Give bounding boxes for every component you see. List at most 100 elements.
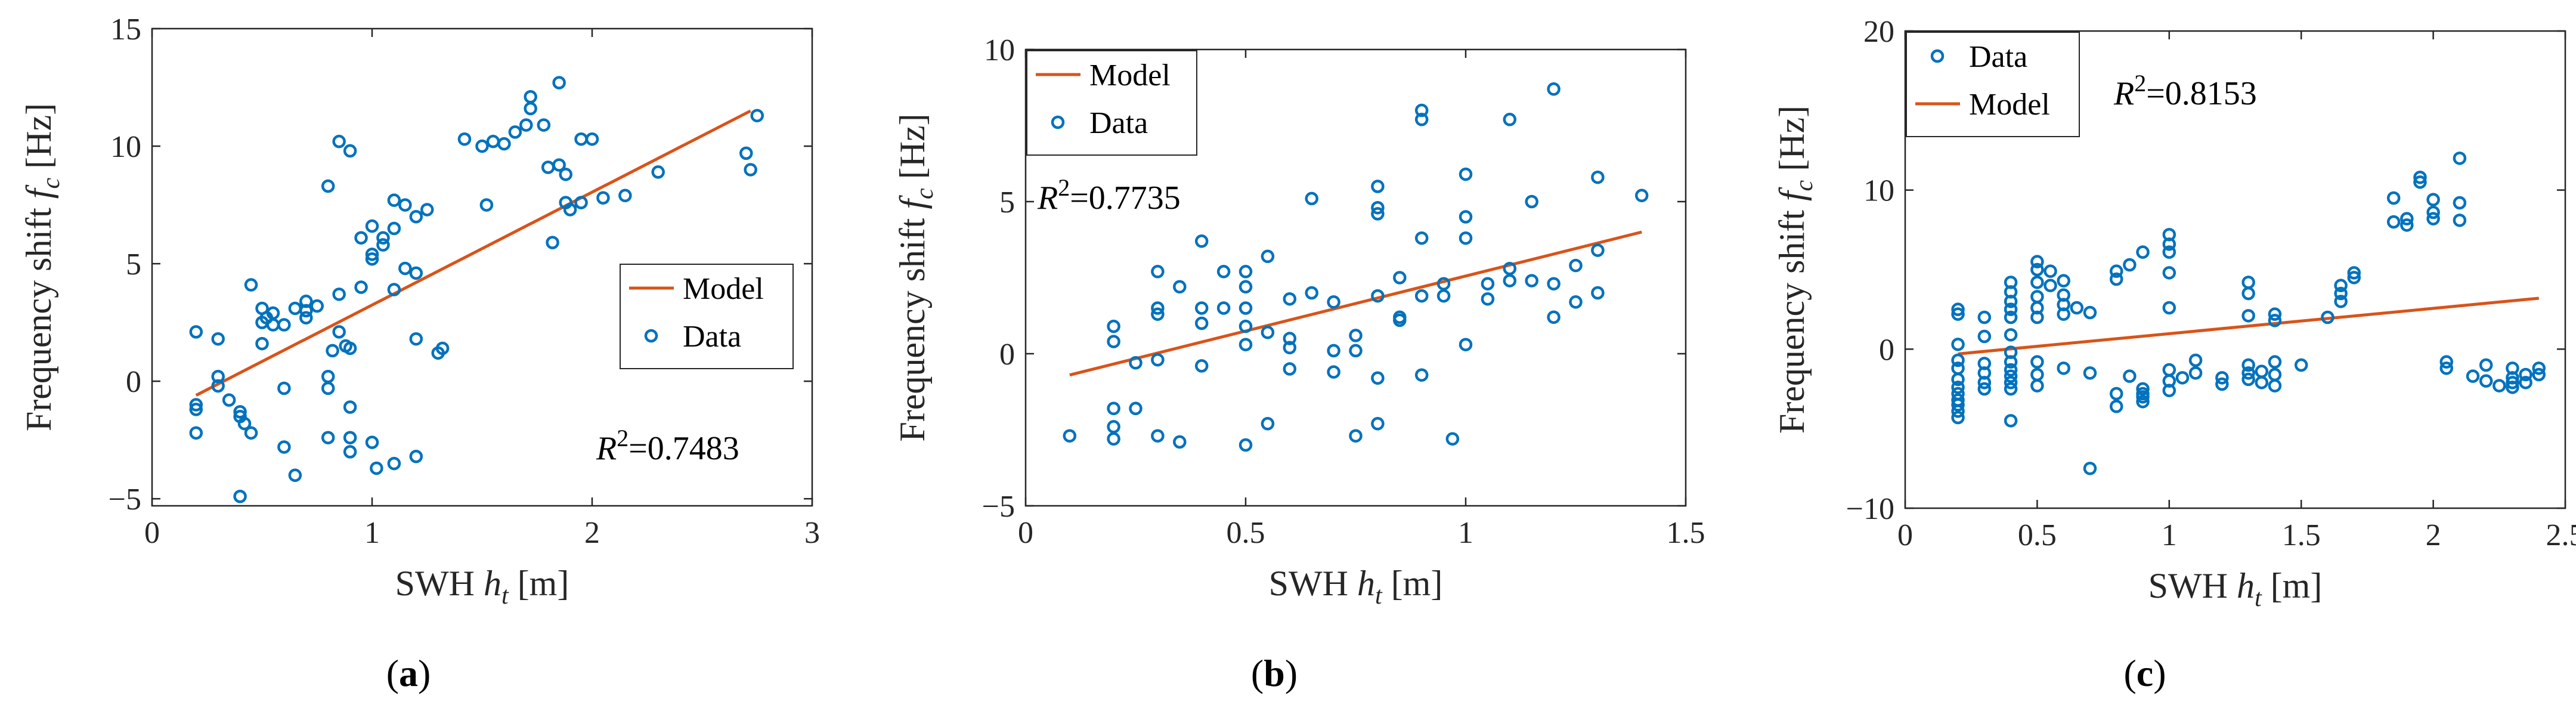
data-point [1977,329,1992,344]
x-tick-label: 0 [1897,518,1913,552]
data-point [1194,234,1209,248]
data-point [2519,367,2532,382]
data-point [1459,210,1473,224]
data-point [409,210,423,224]
data-point [2334,295,2348,308]
data-point [2109,387,2123,401]
data-point [370,461,383,475]
model-line [195,109,751,397]
data-point [2413,175,2427,189]
data-point [1151,301,1165,315]
y-tick-label: 10 [984,33,1015,67]
data-point [2241,366,2255,380]
data-point [332,134,346,149]
data-point [365,435,379,449]
data-point [750,109,764,123]
x-tick-label: 0 [144,516,160,550]
data-point [744,163,757,177]
data-point [2030,276,2044,289]
data-point [1063,429,1077,443]
data-point [2241,286,2255,301]
data-point [1371,371,1385,385]
data-point [387,193,401,207]
data-point [1151,353,1165,367]
data-point [354,280,368,294]
r2-annotation: R2=0.7483 [596,425,739,467]
data-point [332,325,346,339]
data-point [457,132,472,146]
data-point [2162,237,2176,251]
data-point [2241,309,2255,323]
data-point [2083,305,2097,320]
data-point [1591,243,1605,257]
data-point [277,381,291,395]
data-point [1327,295,1340,309]
data-point [2255,364,2269,378]
data-point [1371,207,1385,221]
axes-box [151,27,813,507]
data-point [409,266,423,280]
data-point [497,137,511,151]
legend: Model Data [620,264,794,369]
data-point [2004,414,2018,428]
data-point [1194,359,1209,373]
data-point [354,231,368,245]
data-point [1151,265,1165,279]
data-point [1414,231,1429,245]
data-point [2004,355,2018,369]
data-point [2268,355,2282,369]
data-point [2162,266,2176,280]
data-point [2004,328,2018,342]
data-point [376,231,390,245]
data-point [1634,188,1649,203]
data-point [1216,301,1231,315]
data-point [1283,341,1297,355]
data-point [2004,302,2018,316]
legend-entry-data: Data [1089,106,1148,140]
data-point [1503,113,1517,126]
data-point [2004,382,2018,396]
data-point [739,146,753,160]
axes-box [1024,48,1687,507]
x-axis-label: SWH ht [m] [2148,566,2323,612]
x-tick-label: 2 [584,516,600,550]
data-point [2506,376,2519,389]
data-point [2188,366,2203,380]
data-point [1216,265,1231,279]
data-point [343,144,357,158]
data-point [2030,310,2044,324]
data-point [2162,384,2176,397]
data-point [299,311,313,324]
data-point [2136,382,2150,396]
data-point [508,125,522,139]
data-point [1525,194,1538,209]
data-point [1239,438,1253,452]
legend: Model Data [1026,50,1197,156]
data-point [2004,363,2018,377]
data-point [486,134,500,149]
data-point [2268,314,2282,327]
data-point [1239,265,1253,279]
data-point [1503,261,1517,276]
data-point [1977,382,1992,396]
y-tick-label: −5 [982,490,1015,524]
data-point [1261,326,1275,339]
data-point [1305,286,1318,300]
data-point [537,118,551,132]
data-point [2347,271,2361,285]
data-point [1151,307,1165,321]
data-point [2386,215,2401,229]
data-point [1459,231,1473,245]
data-point [2466,369,2480,383]
data-point [387,221,401,236]
data-point [1459,167,1473,181]
data-point [365,219,379,233]
data-point [1239,280,1253,294]
data-point [244,426,258,440]
data-point [1414,368,1429,382]
x-tick-label: 1.5 [1667,516,1705,550]
data-point [2321,310,2334,324]
legend-entry-data: Data [683,320,741,354]
